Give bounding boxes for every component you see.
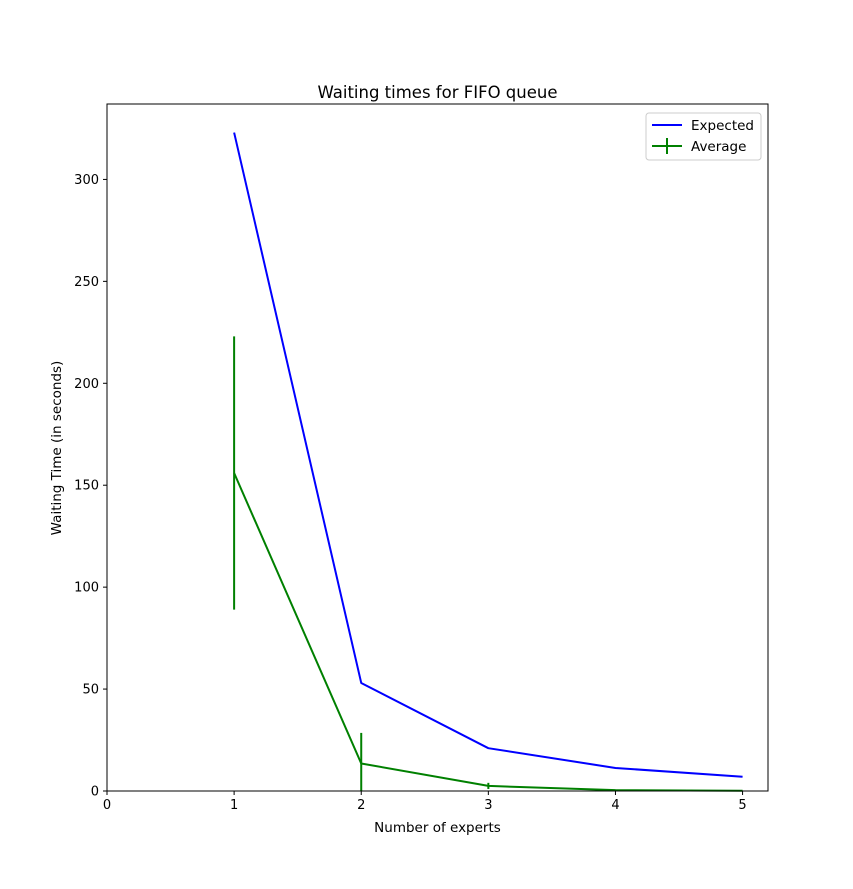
y-tick-label: 250 <box>74 275 99 290</box>
legend: Expected Average <box>645 112 762 161</box>
y-tick-label: 0 <box>91 785 99 800</box>
y-axis-label: Waiting Time (in seconds) <box>49 361 65 536</box>
x-tick-label: 5 <box>738 798 746 813</box>
plot-area <box>106 103 769 792</box>
legend-label-average: Average <box>691 139 746 155</box>
y-tick-label: 150 <box>74 479 99 494</box>
y-tick-label: 300 <box>74 173 99 188</box>
x-axis: 0 1 2 3 4 5 <box>103 791 747 813</box>
legend-label-expected: Expected <box>691 118 754 134</box>
x-axis-label: Number of experts <box>374 820 501 836</box>
x-tick-label: 1 <box>230 798 238 813</box>
axes-frame <box>106 103 769 792</box>
x-tick-label: 3 <box>484 798 492 813</box>
series-line-average <box>233 472 743 792</box>
series-line-expected <box>233 132 743 778</box>
chart-title: Waiting times for FIFO queue <box>317 83 557 102</box>
y-tick-label: 100 <box>74 581 99 596</box>
x-tick-label: 4 <box>611 798 619 813</box>
y-tick-label: 200 <box>74 377 99 392</box>
x-tick-label: 0 <box>103 798 111 813</box>
y-axis: 0 50 100 150 200 250 300 <box>74 173 107 800</box>
series-layer <box>233 132 744 792</box>
y-tick-label: 50 <box>82 683 99 698</box>
x-tick-label: 2 <box>357 798 365 813</box>
